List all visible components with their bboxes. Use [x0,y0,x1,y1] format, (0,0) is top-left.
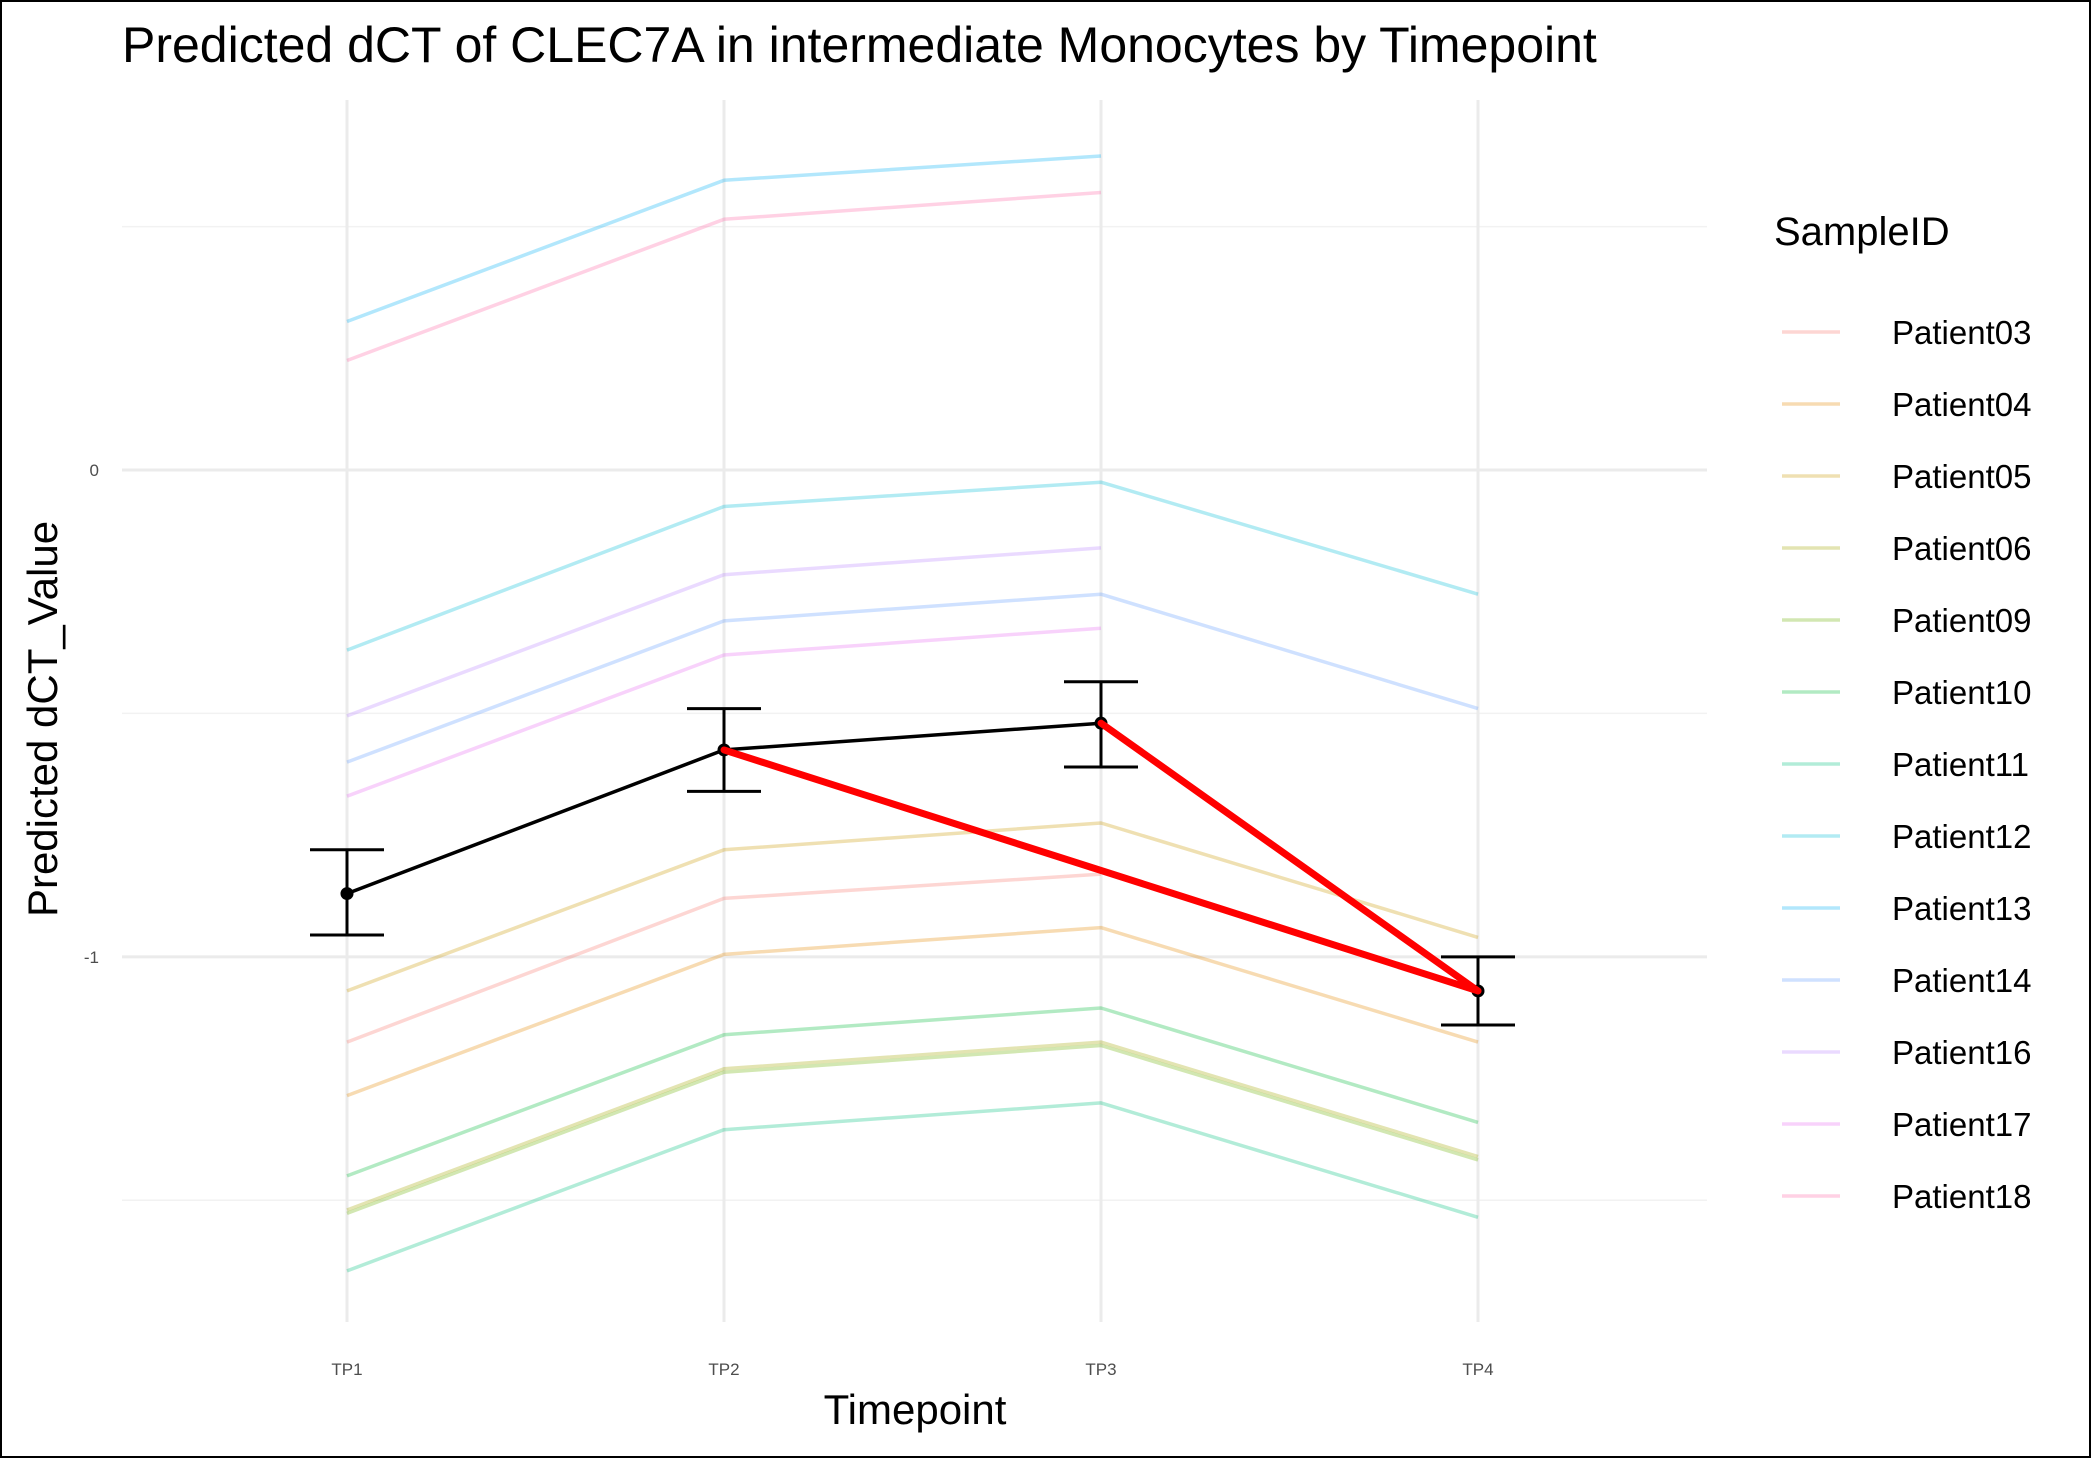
legend-label: Patient12 [1892,818,2031,855]
series-line-patient17 [346,626,1102,798]
mean-line-group [310,680,1515,1027]
legend-items: Patient03 Patient04 Patient05 Patient06 Pati… [1782,314,2031,1215]
x-tick-label: TP3 [1085,1360,1116,1379]
legend-label: Patient09 [1892,602,2031,639]
mean-line [346,721,1480,993]
series-line-patient04 [346,925,1479,1098]
x-tick-label: TP2 [708,1360,739,1379]
legend-label: Patient11 [1892,746,2029,783]
y-tick-label: -1 [84,948,99,967]
series-line-patient10 [346,1006,1479,1178]
legend-label: Patient14 [1892,962,2031,999]
y-tick-label: 0 [90,461,99,480]
series-line-patient11 [346,1101,1479,1273]
patient-series [346,154,1479,1273]
x-tick-label: TP1 [331,1360,362,1379]
legend-label: Patient04 [1892,386,2031,423]
series-line-patient12 [346,480,1479,652]
y-tick-labels: 0 -1 [84,461,99,967]
series-line-patient06 [346,1040,1479,1212]
highlight-segment [720,746,1482,995]
legend-label: Patient05 [1892,458,2031,495]
legend-label: Patient06 [1892,530,2031,567]
series-line-patient05 [346,821,1479,993]
chart-title: Predicted dCT of CLEC7A in intermediate … [122,17,1597,73]
series-line-patient13 [346,154,1102,324]
x-tick-labels: TP1 TP2 TP3 TP4 [331,1360,1493,1379]
legend-label: Patient16 [1892,1034,2031,1071]
highlight-segments [720,719,1482,995]
legend-label: Patient13 [1892,890,2031,927]
highlight-segment [1097,719,1482,995]
x-tick-label: TP4 [1462,1360,1493,1379]
y-axis-title: Predicted dCT_Value [19,521,66,917]
legend-label: Patient10 [1892,674,2031,711]
legend-title: SampleID [1774,210,1950,254]
mean-point [340,887,354,901]
series-line-patient18 [346,190,1102,363]
legend-label: Patient03 [1892,314,2031,351]
legend-label: Patient17 [1892,1106,2031,1143]
series-line-patient14 [346,592,1479,764]
legend-label: Patient18 [1892,1178,2031,1215]
legend: SampleID Patient03Patient04Patient05Pati… [1774,210,2031,1215]
series-line-patient09 [346,1043,1479,1216]
series-line-patient03 [346,872,1102,1044]
series-line-patient16 [346,546,1102,718]
grid-lines [122,100,1707,1322]
x-axis-title: Timepoint [824,1386,1007,1433]
